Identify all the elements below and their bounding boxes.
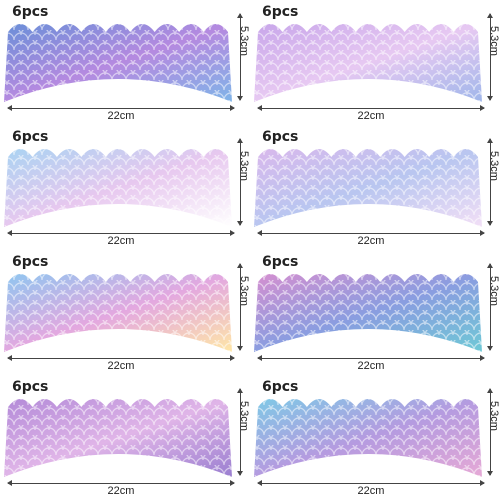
scale-pattern <box>254 274 482 352</box>
piece-count-label: 6pcs <box>12 254 49 270</box>
wrapper-panel-6: 6pcs 22cm 5.3cm <box>250 250 500 375</box>
width-dimension-arrow <box>257 230 485 236</box>
width-dimension-label: 22cm <box>357 110 385 122</box>
height-dimension-label: 5.3cm <box>238 151 250 181</box>
scale-pattern <box>4 149 232 227</box>
height-dimension-arrow <box>237 388 243 476</box>
cupcake-wrapper-aqua-violet-scales <box>254 399 482 477</box>
height-dimension-arrow <box>487 388 493 476</box>
wrapper-panel-7: 6pcs 22cm 5.3cm <box>0 375 250 500</box>
wrapper-panel-3: 6pcs 22cm 5.3cm <box>0 125 250 250</box>
height-dimension-arrow <box>237 138 243 226</box>
cupcake-wrapper-multicolor-scales <box>254 274 482 352</box>
piece-count-label: 6pcs <box>262 129 299 145</box>
piece-count-label: 6pcs <box>12 129 49 145</box>
scale-pattern <box>254 24 482 102</box>
width-dimension-label: 22cm <box>357 485 385 497</box>
scale-pattern <box>254 399 482 477</box>
piece-count-label: 6pcs <box>262 4 299 20</box>
wrapper-panel-5: 6pcs 22cm 5.3cm <box>0 250 250 375</box>
scale-pattern <box>4 24 232 102</box>
width-dimension-label: 22cm <box>357 235 385 247</box>
width-dimension-arrow <box>257 480 485 486</box>
piece-count-label: 6pcs <box>12 379 49 395</box>
piece-count-label: 6pcs <box>12 4 49 20</box>
piece-count-label: 6pcs <box>262 254 299 270</box>
width-dimension-label: 22cm <box>107 110 135 122</box>
height-dimension-label: 5.3cm <box>488 151 500 181</box>
height-dimension-arrow <box>237 13 243 101</box>
cupcake-wrapper-blue-purple-scales <box>4 24 232 102</box>
width-dimension-arrow <box>7 230 235 236</box>
height-dimension-arrow <box>487 263 493 351</box>
height-dimension-label: 5.3cm <box>488 276 500 306</box>
piece-count-label: 6pcs <box>262 379 299 395</box>
cupcake-wrapper-lavender-scales <box>254 24 482 102</box>
cupcake-wrapper-purple-watercolor-scales <box>4 399 232 477</box>
cupcake-wrapper-pastel-scales <box>254 149 482 227</box>
wrapper-panel-2: 6pcs 22cm 5.3cm <box>250 0 500 125</box>
width-dimension-arrow <box>257 355 485 361</box>
wrapper-panel-1: 6pcs 22cm 5.3cm <box>0 0 250 125</box>
width-dimension-arrow <box>257 105 485 111</box>
height-dimension-arrow <box>487 138 493 226</box>
scale-pattern <box>4 274 232 352</box>
cupcake-wrapper-rainbow-scales <box>4 274 232 352</box>
wrapper-panel-8: 6pcs 22cm 5.3cm <box>250 375 500 500</box>
height-dimension-label: 5.3cm <box>238 276 250 306</box>
width-dimension-arrow <box>7 105 235 111</box>
height-dimension-label: 5.3cm <box>488 401 500 431</box>
scale-pattern <box>254 149 482 227</box>
width-dimension-label: 22cm <box>357 360 385 372</box>
height-dimension-arrow <box>487 13 493 101</box>
width-dimension-label: 22cm <box>107 235 135 247</box>
width-dimension-arrow <box>7 355 235 361</box>
width-dimension-label: 22cm <box>107 360 135 372</box>
cupcake-wrapper-sparkle-galaxy-scales <box>4 149 232 227</box>
height-dimension-arrow <box>237 263 243 351</box>
width-dimension-arrow <box>7 480 235 486</box>
width-dimension-label: 22cm <box>107 485 135 497</box>
wrapper-panel-4: 6pcs 22cm 5.3cm <box>250 125 500 250</box>
height-dimension-label: 5.3cm <box>238 26 250 56</box>
height-dimension-label: 5.3cm <box>488 26 500 56</box>
scale-pattern <box>4 399 232 477</box>
height-dimension-label: 5.3cm <box>238 401 250 431</box>
